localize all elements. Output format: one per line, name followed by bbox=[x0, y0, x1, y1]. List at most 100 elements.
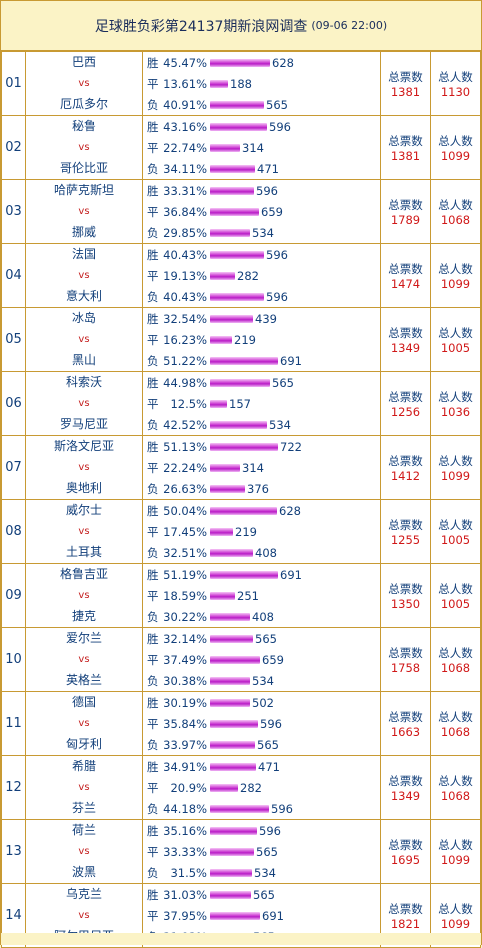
away-team[interactable]: 黑山 bbox=[71, 353, 96, 367]
match-teams[interactable]: 威尔士 vs 土耳其 bbox=[25, 499, 143, 564]
win-count: 628 bbox=[272, 55, 294, 70]
away-team[interactable]: 挪威 bbox=[71, 225, 96, 239]
lose-label: 负 bbox=[147, 865, 159, 880]
match-teams[interactable]: 法国 vs 意大利 bbox=[25, 243, 143, 308]
match-teams[interactable]: 斯洛文尼亚 vs 奥地利 bbox=[25, 435, 143, 500]
total-people: 总人数 1099 bbox=[430, 819, 481, 884]
draw-count: 219 bbox=[234, 332, 256, 347]
draw-percent: 20.9% bbox=[170, 780, 207, 795]
total-people-value: 1036 bbox=[440, 404, 471, 419]
draw-percent: 33.33% bbox=[163, 844, 207, 859]
total-people-label: 总人数 bbox=[438, 453, 473, 468]
win-bar bbox=[210, 58, 270, 67]
match-teams[interactable]: 巴西 vs 厄瓜多尔 bbox=[25, 51, 143, 116]
match-teams[interactable]: 荷兰 vs 波黑 bbox=[25, 819, 143, 884]
home-team[interactable]: 爱尔兰 bbox=[65, 631, 102, 645]
lose-bar bbox=[210, 356, 278, 365]
home-team[interactable]: 斯洛文尼亚 bbox=[53, 439, 114, 453]
win-row: 胜 32.54% 439 bbox=[147, 308, 380, 329]
match-number: 05 bbox=[1, 307, 26, 372]
home-team[interactable]: 冰岛 bbox=[71, 311, 96, 325]
home-team[interactable]: 乌克兰 bbox=[65, 887, 102, 901]
win-bar bbox=[210, 634, 253, 643]
lose-label: 负 bbox=[147, 353, 159, 368]
match-teams[interactable]: 哈萨克斯坦 vs 挪威 bbox=[25, 179, 143, 244]
total-votes: 总票数 1758 bbox=[380, 627, 431, 692]
home-team[interactable]: 德国 bbox=[71, 695, 96, 709]
away-team[interactable]: 匈牙利 bbox=[65, 737, 102, 751]
draw-label: 平 bbox=[147, 268, 159, 283]
vote-stats: 胜 51.19% 691 平 18.59% 251 负 30.22% 408 bbox=[142, 563, 381, 628]
lose-percent: 30.38% bbox=[163, 673, 207, 688]
draw-label: 平 bbox=[147, 332, 159, 347]
home-team[interactable]: 科索沃 bbox=[65, 375, 102, 389]
win-row: 胜 45.47% 628 bbox=[147, 52, 380, 73]
vote-stats: 胜 45.47% 628 平 13.61% 188 负 40.91% 565 bbox=[142, 51, 381, 116]
lose-row: 负 51.22% 691 bbox=[147, 350, 380, 371]
lose-label: 负 bbox=[147, 417, 159, 432]
match-row: 08 威尔士 vs 土耳其 胜 50.04% 628 平 17.45% 219 … bbox=[1, 499, 481, 564]
home-team[interactable]: 法国 bbox=[71, 247, 96, 261]
vote-stats: 胜 32.14% 565 平 37.49% 659 负 30.38% 534 bbox=[142, 627, 381, 692]
draw-count: 251 bbox=[237, 588, 259, 603]
home-team[interactable]: 格鲁吉亚 bbox=[59, 567, 108, 581]
match-table: 01 巴西 vs 厄瓜多尔 胜 45.47% 628 平 13.61% 188 … bbox=[1, 51, 481, 948]
match-teams[interactable]: 科索沃 vs 罗马尼亚 bbox=[25, 371, 143, 436]
draw-row: 平 37.49% 659 bbox=[147, 649, 380, 670]
lose-label: 负 bbox=[147, 609, 159, 624]
lose-label: 负 bbox=[147, 225, 159, 240]
total-votes-value: 1695 bbox=[390, 852, 421, 867]
win-label: 胜 bbox=[147, 439, 159, 454]
win-percent: 43.16% bbox=[163, 119, 207, 134]
total-people: 总人数 1099 bbox=[430, 115, 481, 180]
match-number: 12 bbox=[1, 755, 26, 820]
away-team[interactable]: 波黑 bbox=[71, 865, 96, 879]
draw-bar bbox=[210, 783, 238, 792]
win-count: 628 bbox=[279, 503, 301, 518]
lose-label: 负 bbox=[147, 673, 159, 688]
match-number: 02 bbox=[1, 115, 26, 180]
home-team[interactable]: 威尔士 bbox=[65, 503, 102, 517]
lose-row: 负 30.38% 534 bbox=[147, 670, 380, 691]
match-teams[interactable]: 冰岛 vs 黑山 bbox=[25, 307, 143, 372]
win-bar bbox=[210, 826, 257, 835]
vs-label: vs bbox=[78, 206, 90, 217]
home-team[interactable]: 秘鲁 bbox=[71, 119, 96, 133]
match-teams[interactable]: 德国 vs 匈牙利 bbox=[25, 691, 143, 756]
win-label: 胜 bbox=[147, 311, 159, 326]
lose-bar bbox=[210, 868, 252, 877]
away-team[interactable]: 芬兰 bbox=[71, 801, 96, 815]
home-team[interactable]: 巴西 bbox=[71, 55, 96, 69]
away-team[interactable]: 英格兰 bbox=[65, 673, 102, 687]
vote-stats: 胜 40.43% 596 平 19.13% 282 负 40.43% 596 bbox=[142, 243, 381, 308]
away-team[interactable]: 奥地利 bbox=[65, 481, 102, 495]
away-team[interactable]: 厄瓜多尔 bbox=[59, 97, 108, 111]
home-team[interactable]: 希腊 bbox=[71, 759, 96, 773]
win-count: 471 bbox=[258, 759, 280, 774]
match-teams[interactable]: 爱尔兰 vs 英格兰 bbox=[25, 627, 143, 692]
away-team[interactable]: 罗马尼亚 bbox=[59, 417, 108, 431]
total-people-value: 1099 bbox=[440, 852, 471, 867]
lose-count: 565 bbox=[266, 97, 288, 112]
win-label: 胜 bbox=[147, 183, 159, 198]
lose-row: 负 34.11% 471 bbox=[147, 158, 380, 179]
away-team[interactable]: 捷克 bbox=[71, 609, 96, 623]
total-votes-value: 1821 bbox=[390, 916, 421, 931]
total-people-value: 1005 bbox=[440, 340, 471, 355]
win-bar bbox=[210, 506, 277, 515]
bottom-strip bbox=[1, 933, 481, 945]
match-teams[interactable]: 秘鲁 vs 哥伦比亚 bbox=[25, 115, 143, 180]
home-team[interactable]: 荷兰 bbox=[71, 823, 96, 837]
match-teams[interactable]: 希腊 vs 芬兰 bbox=[25, 755, 143, 820]
home-team[interactable]: 哈萨克斯坦 bbox=[53, 183, 114, 197]
total-people: 总人数 1130 bbox=[430, 51, 481, 116]
away-team[interactable]: 土耳其 bbox=[65, 545, 102, 559]
win-bar bbox=[210, 442, 278, 451]
match-teams[interactable]: 格鲁吉亚 vs 捷克 bbox=[25, 563, 143, 628]
away-team[interactable]: 意大利 bbox=[65, 289, 102, 303]
draw-percent: 13.61% bbox=[163, 76, 207, 91]
draw-bar bbox=[210, 655, 260, 664]
away-team[interactable]: 哥伦比亚 bbox=[59, 161, 108, 175]
total-votes-value: 1381 bbox=[390, 84, 421, 99]
lose-label: 负 bbox=[147, 801, 159, 816]
